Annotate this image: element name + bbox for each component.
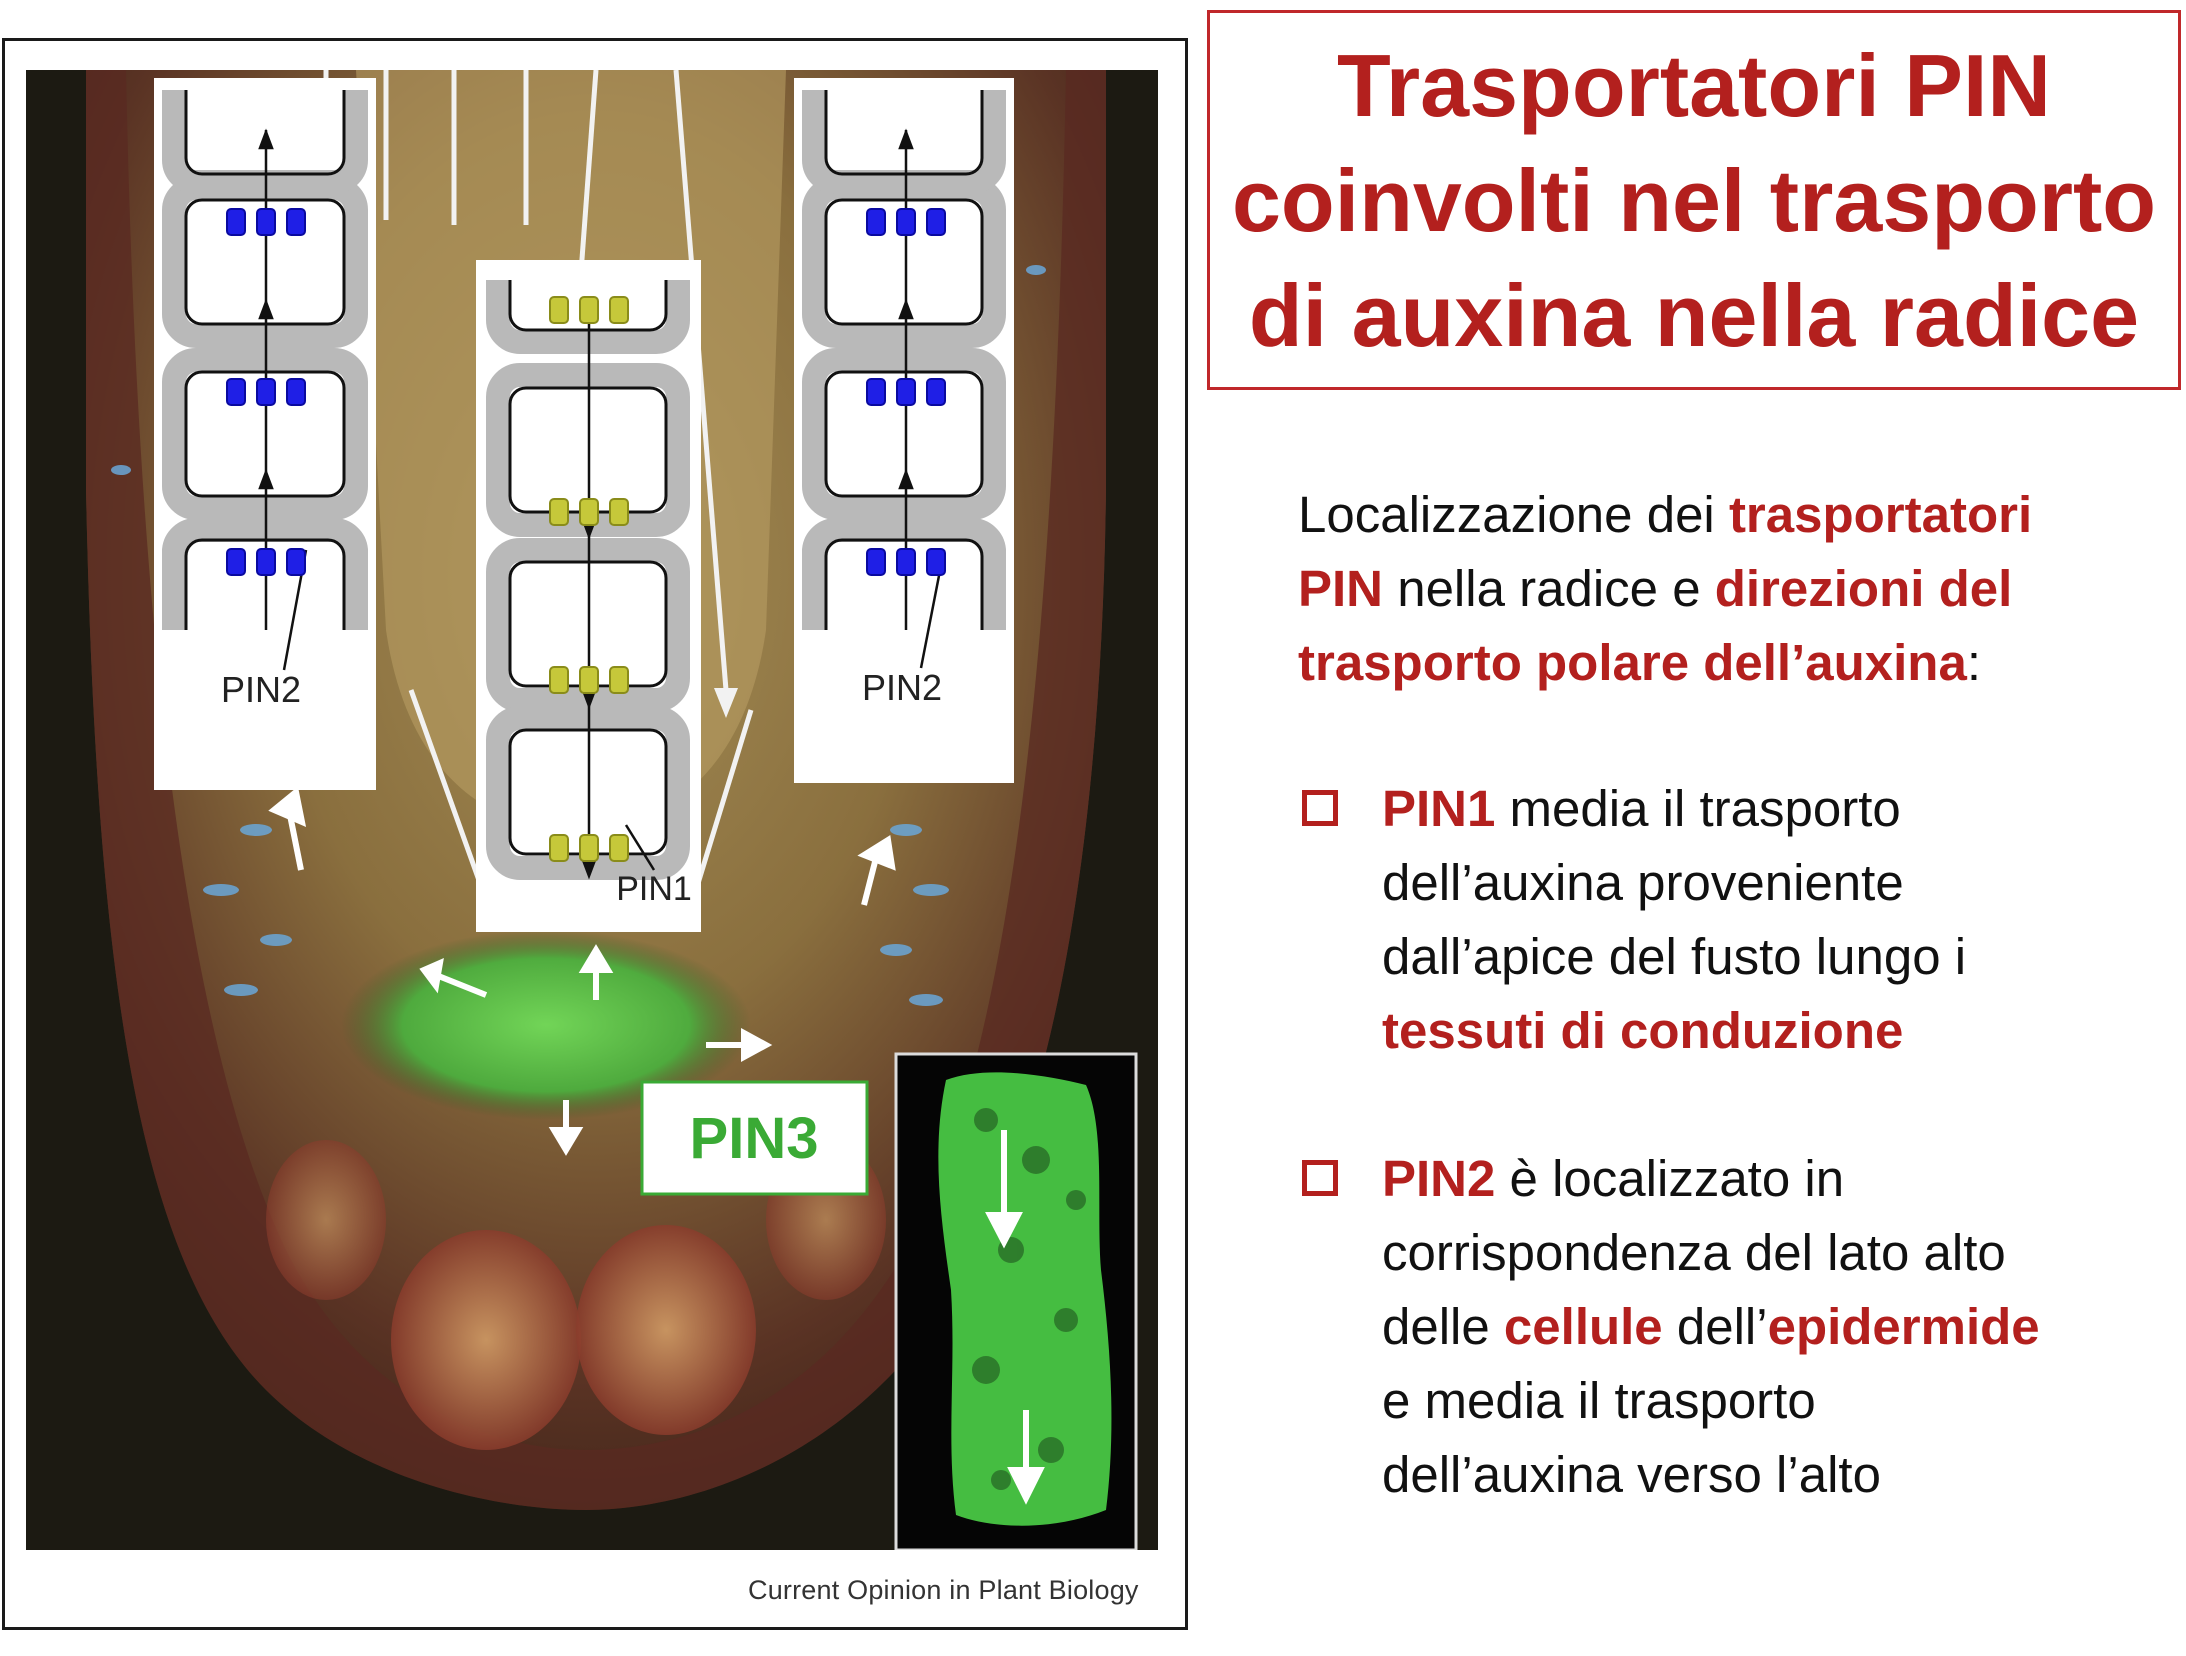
- pin1-label: PIN1: [616, 870, 692, 908]
- figure-caption: Current Opinion in Plant Biology: [748, 1575, 1139, 1605]
- pin3-label-box: PIN3: [640, 1080, 869, 1196]
- bullet1-text-1: media il trasporto: [1495, 780, 1901, 837]
- intro-text-3: :: [1966, 634, 1981, 691]
- bullet2-text-3b: dell’: [1662, 1298, 1768, 1355]
- title-line-2: coinvolti nel trasporto: [1231, 150, 2157, 250]
- bullet2-highlight-3: epidermide: [1767, 1298, 2040, 1355]
- pin2-left-diagram: PIN2: [154, 78, 376, 790]
- checkbox-bullet-icon: [1302, 790, 1338, 826]
- intro-highlight-4: trasporto polare dell’auxina: [1298, 634, 1967, 691]
- bullet2-highlight-1: PIN2: [1382, 1150, 1496, 1207]
- pin2-right-label: PIN2: [862, 667, 942, 708]
- pin2-left-label: PIN2: [221, 669, 301, 710]
- intro-highlight-2: PIN: [1298, 560, 1384, 617]
- bullet2-text-3a: delle: [1382, 1298, 1504, 1355]
- intro-text-1: Localizzazione dei: [1298, 486, 1729, 543]
- bullet1-text-2: dell’auxina proveniente: [1382, 854, 1904, 911]
- root-micrograph-figure: PIN2 PIN1: [26, 70, 1158, 1550]
- title-line-3: di auxina nella radice: [1248, 265, 2140, 365]
- pin1-center-diagram: PIN1: [476, 260, 701, 932]
- bullet2-text-2: corrispondenza del lato alto: [1382, 1224, 2006, 1281]
- pin3-label: PIN3: [690, 1106, 819, 1171]
- intro-highlight-1: trasportatori: [1728, 486, 2033, 543]
- pin2-right-diagram: PIN2: [794, 78, 1014, 783]
- intro-highlight-3: direzioni del: [1714, 560, 2013, 617]
- bullet2-text-1: è localizzato in: [1495, 1150, 1845, 1207]
- bullet2-text-5: dell’auxina verso l’alto: [1382, 1446, 1881, 1503]
- gfp-inset: [894, 1052, 1138, 1550]
- title-line-1: Trasportatori PIN: [1337, 35, 2051, 135]
- slide-title: Trasportatori PIN coinvolti nel trasport…: [1214, 28, 2174, 373]
- bullet1-highlight-2: tessuti di conduzione: [1382, 1002, 1904, 1059]
- checkbox-bullet-icon: [1302, 1160, 1338, 1196]
- bullet2-highlight-2: cellule: [1503, 1298, 1663, 1355]
- intro-text-2: nella radice e: [1383, 560, 1715, 617]
- bullet1-highlight-1: PIN1: [1382, 780, 1496, 837]
- title-box: Trasportatori PIN coinvolti nel trasport…: [1207, 10, 2181, 390]
- intro-paragraph: Localizzazione dei trasportatori PIN nel…: [1298, 478, 2168, 700]
- bullet-pin2: PIN2 è localizzato in corrispondenza del…: [1382, 1142, 2182, 1512]
- bullet2-text-4: e media il trasporto: [1382, 1372, 1816, 1429]
- bullet1-text-3: dall’apice del fusto lungo i: [1382, 928, 1967, 985]
- bullet-pin1: PIN1 media il trasporto dell’auxina prov…: [1382, 772, 2182, 1068]
